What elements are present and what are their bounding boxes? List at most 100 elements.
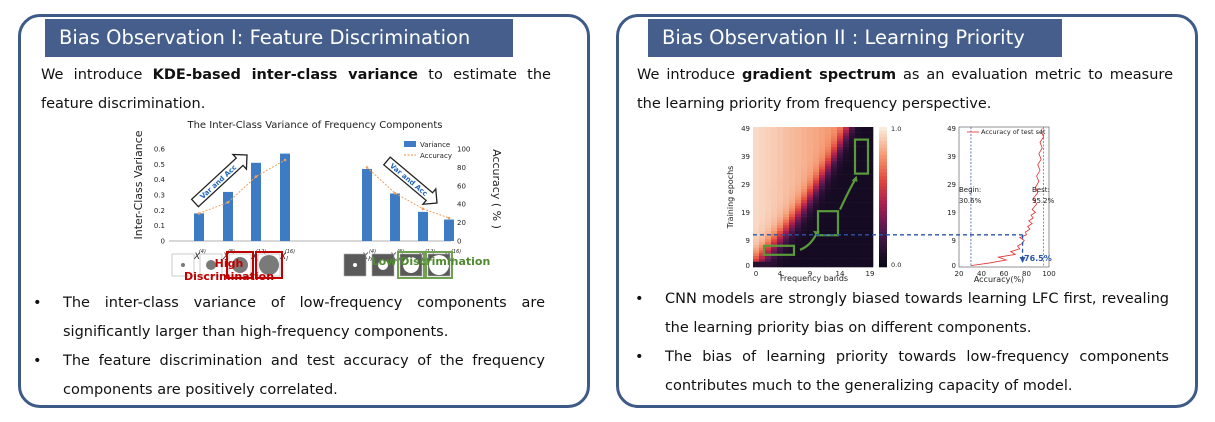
- heatmap-cell: [819, 155, 826, 159]
- heatmap-cell: [765, 152, 772, 156]
- heatmap-cell: [867, 219, 874, 223]
- heatmap-cell: [843, 174, 850, 178]
- heatmap-cell: [813, 197, 820, 201]
- heatmap-cell: [789, 183, 796, 187]
- heatmap-cell: [831, 191, 838, 195]
- heatmap-cell: [789, 135, 796, 139]
- heatmap-cell: [783, 141, 790, 145]
- heatmap-cell: [825, 177, 832, 181]
- heatmap-cell: [849, 194, 856, 198]
- heatmap-cell: [783, 261, 790, 265]
- heatmap-cell: [771, 211, 778, 215]
- heatmap-cell: [753, 205, 760, 209]
- heatmap-cell: [783, 208, 790, 212]
- heatmap-cell: [843, 264, 850, 268]
- heatmap-cell: [765, 199, 772, 203]
- heatmap-cell: [813, 213, 820, 217]
- heatmap-cell: [807, 180, 814, 184]
- heatmap-cell: [801, 241, 808, 245]
- heatmap-cell: [795, 132, 802, 136]
- heatmap-cell: [849, 205, 856, 209]
- heatmap-cell: [783, 191, 790, 195]
- heatmap-cell: [759, 250, 766, 254]
- heatmap-cell: [819, 180, 826, 184]
- colorbar-segment: [879, 256, 887, 261]
- heatmap-cell: [855, 197, 862, 201]
- heatmap-cell: [765, 169, 772, 173]
- heatmap-cell: [825, 138, 832, 142]
- heatmap-cell: [783, 255, 790, 259]
- heatmap-cell: [831, 141, 838, 145]
- heatmap-cell: [777, 255, 784, 259]
- heatmap-cell: [819, 188, 826, 192]
- accuracy-point: [447, 216, 451, 220]
- heatmap-cell: [855, 143, 862, 147]
- heatmap-cell: [825, 250, 832, 254]
- chart1-left-tick: 0.6: [154, 146, 166, 154]
- heatmap-y-tick: 19: [741, 209, 750, 217]
- heatmap-y-tick: 29: [741, 181, 750, 189]
- heatmap-cell: [831, 244, 838, 248]
- accuracy-x-tick: 100: [1042, 270, 1055, 278]
- heatmap-x-tick: 14: [836, 270, 845, 278]
- heatmap-cell: [825, 230, 832, 234]
- heatmap-cell: [771, 261, 778, 265]
- bullet-icon: •: [635, 349, 644, 365]
- heatmap-cell: [777, 188, 784, 192]
- heatmap-cell: [795, 160, 802, 164]
- heatmap-cell: [831, 143, 838, 147]
- colorbar-segment: [879, 204, 887, 208]
- heatmap-cell: [831, 216, 838, 220]
- heatmap-cell: [813, 255, 820, 259]
- heatmap-cell: [837, 169, 844, 173]
- heatmap-cell: [843, 157, 850, 161]
- heatmap-cell: [759, 157, 766, 161]
- heatmap-cell: [855, 157, 862, 161]
- heatmap-cell: [807, 163, 814, 167]
- heatmap-cell: [813, 216, 820, 220]
- heatmap-cell: [831, 230, 838, 234]
- heatmap-cell: [795, 166, 802, 170]
- heatmap-cell: [867, 241, 874, 245]
- heatmap-cell: [789, 127, 796, 131]
- heatmap-cell: [777, 213, 784, 217]
- heatmap-cell: [825, 146, 832, 150]
- heatmap-cell: [849, 169, 856, 173]
- heatmap-cell: [759, 143, 766, 147]
- heatmap-cell: [831, 219, 838, 223]
- heatmap-cell: [843, 152, 850, 156]
- heatmap-cell: [813, 157, 820, 161]
- heatmap-cell: [759, 163, 766, 167]
- heatmap-cell: [867, 247, 874, 251]
- heatmap-cell: [771, 141, 778, 145]
- heatmap-cell: [765, 146, 772, 150]
- heatmap-cell: [855, 225, 862, 229]
- heatmap-cell: [789, 255, 796, 259]
- heatmap-cell: [759, 202, 766, 206]
- heatmap-cell: [837, 163, 844, 167]
- heatmap-cell: [789, 247, 796, 251]
- heatmap-cell: [771, 213, 778, 217]
- heatmap-cell: [843, 202, 850, 206]
- heatmap-cell: [753, 261, 760, 265]
- heatmap-cell: [765, 236, 772, 240]
- heatmap-cell: [837, 149, 844, 153]
- heatmap-cell: [837, 250, 844, 254]
- heatmap-cell: [771, 183, 778, 187]
- heatmap-cell: [825, 160, 832, 164]
- heatmap-cell: [753, 191, 760, 195]
- heatmap-cell: [783, 264, 790, 268]
- heatmap-cell: [801, 194, 808, 198]
- heatmap-cell: [861, 132, 868, 136]
- heatmap-cell: [807, 194, 814, 198]
- colorbar-segment: [879, 151, 887, 156]
- heatmap-cell: [849, 211, 856, 215]
- colorbar-segment: [879, 197, 887, 201]
- heatmap-cell: [795, 250, 802, 254]
- heatmap-cell: [759, 222, 766, 226]
- heatmap-cell: [777, 227, 784, 231]
- variance-bar: [223, 191, 233, 241]
- heatmap-cell: [777, 236, 784, 240]
- chart1-right-tick: 80: [457, 164, 466, 172]
- heatmap-cell: [759, 185, 766, 189]
